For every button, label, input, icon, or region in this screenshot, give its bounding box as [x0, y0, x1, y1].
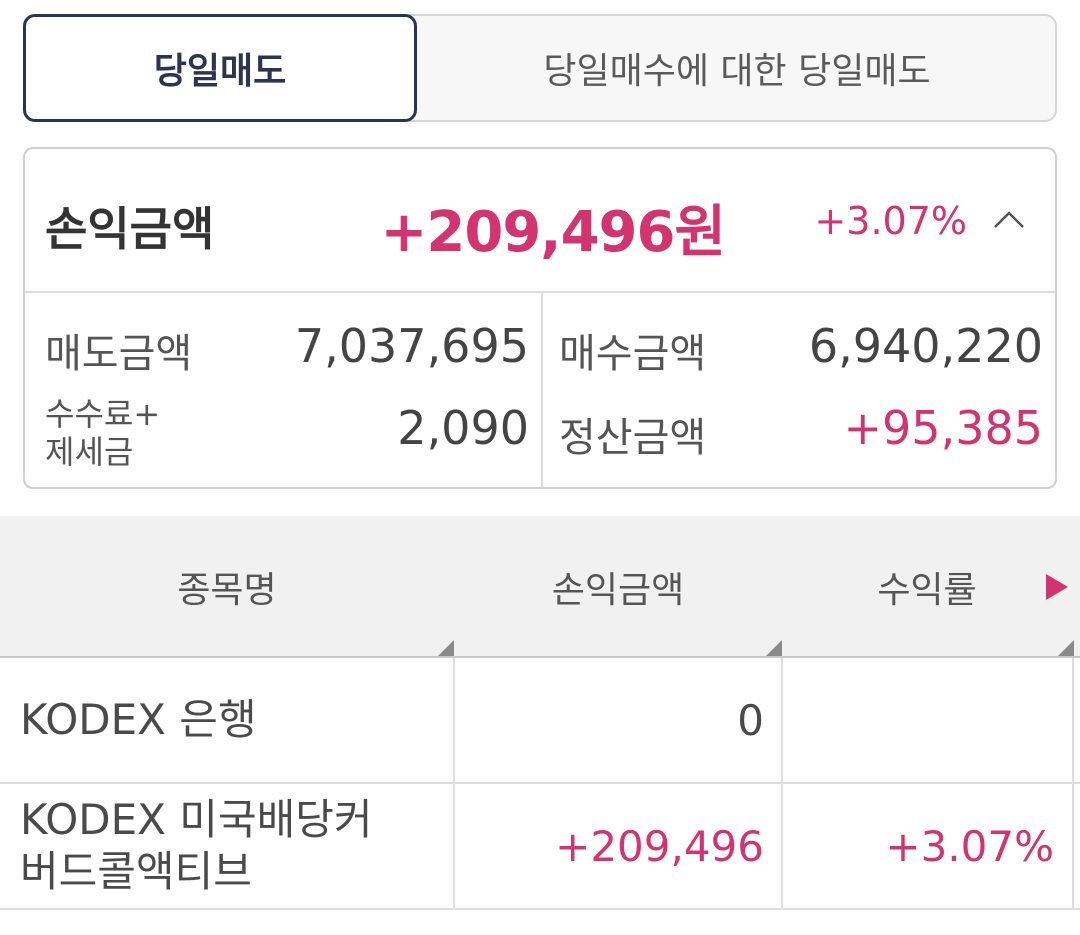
- scroll-right-icon[interactable]: [1046, 574, 1068, 600]
- sort-corner-icon: [1058, 640, 1074, 656]
- buy-amount-value: 6,940,220: [808, 319, 1043, 373]
- header-return-rate[interactable]: 수익률: [877, 570, 977, 611]
- header-profit-loss[interactable]: 손익금액: [551, 570, 685, 611]
- column-divider: [781, 658, 783, 910]
- row-profit-loss: +209,496: [555, 821, 764, 871]
- fee-tax-label-line1: 수수료+: [45, 395, 161, 433]
- table-row[interactable]: KODEX 미국배당커 버드콜액티브 +209,496 +3.07%: [0, 784, 1080, 910]
- profit-loss-label: 손익금액: [45, 202, 215, 256]
- table-row[interactable]: KODEX 은행 0: [0, 658, 1080, 784]
- fee-tax-value: 2,090: [397, 401, 529, 455]
- row-return-rate: +3.07%: [885, 821, 1054, 871]
- settlement-label: 정산금액: [559, 415, 707, 461]
- profit-summary-card: 손익금액 +209,496원 +3.07% 매도금액 7,037,695 매수금…: [23, 147, 1057, 489]
- sort-corner-icon: [766, 640, 782, 656]
- column-divider: [453, 658, 455, 910]
- fee-tax-label: 수수료+ 제세금: [45, 395, 160, 471]
- stock-name: KODEX 미국배당커 버드콜액티브: [20, 784, 440, 908]
- stock-name-line1: KODEX 은행: [20, 695, 257, 744]
- tab-bar: 당일매도 당일매수에 대한 당일매도: [23, 14, 1057, 122]
- sort-corner-icon: [438, 640, 454, 656]
- row-return-rate: [782, 658, 1054, 782]
- fee-tax-label-line2: 제세금: [45, 433, 134, 471]
- table-header: 종목명 손익금액 수익률: [0, 516, 1080, 658]
- stock-name: KODEX 은행: [20, 658, 440, 782]
- profit-loss-rate: +3.07%: [814, 199, 967, 243]
- details-divider: [541, 293, 543, 487]
- buy-amount-label: 매수금액: [559, 331, 707, 377]
- summary-header[interactable]: 손익금액 +209,496원 +3.07%: [25, 149, 1055, 293]
- header-stock-name[interactable]: 종목명: [177, 570, 277, 611]
- settlement-value: +95,385: [843, 401, 1044, 455]
- row-profit-loss: 0: [737, 695, 764, 745]
- stock-name-line1: KODEX 미국배당커: [20, 795, 373, 844]
- sell-amount-value: 7,037,695: [294, 319, 529, 373]
- stock-name-line2: 버드콜액티브: [20, 847, 252, 896]
- tab-same-day-sell[interactable]: 당일매도: [23, 14, 417, 122]
- tab-same-day-buy-sell[interactable]: 당일매수에 대한 당일매도: [543, 51, 931, 92]
- sell-amount-label: 매도금액: [45, 331, 193, 377]
- profit-loss-amount: +209,496원: [380, 200, 726, 265]
- column-divider: [1072, 658, 1074, 910]
- chevron-up-icon[interactable]: [991, 201, 1027, 237]
- summary-details: 매도금액 7,037,695 매수금액 6,940,220 수수료+ 제세금 2…: [25, 293, 1055, 487]
